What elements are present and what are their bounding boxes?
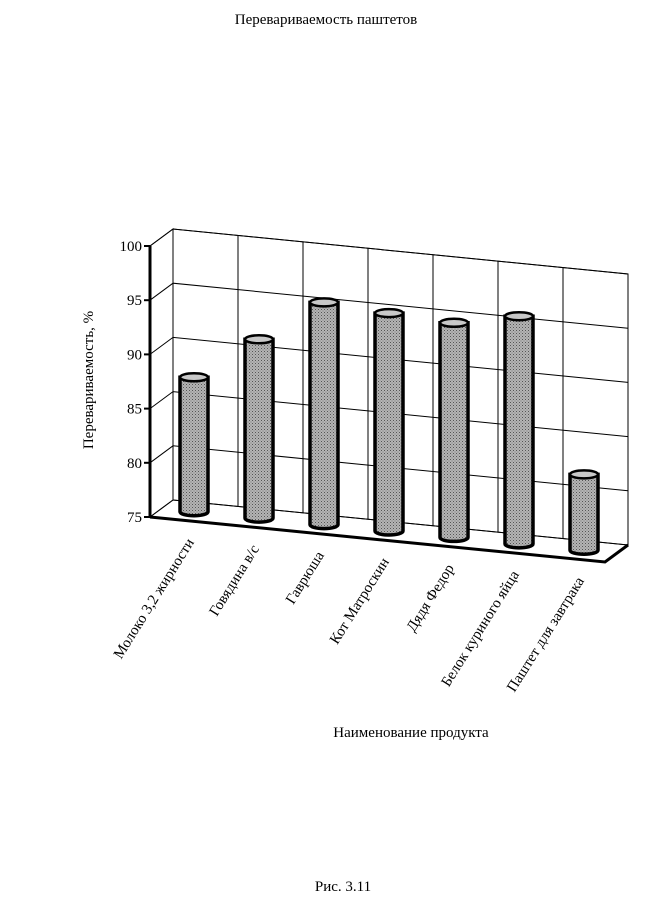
x-axis [149, 515, 629, 564]
bar [243, 334, 275, 524]
chart-title: Перевариваемость паштетов [235, 12, 417, 28]
bar [568, 469, 600, 557]
y-tick-label: 85 [127, 402, 142, 418]
bar [503, 310, 535, 550]
grid-line [149, 336, 629, 383]
bar [438, 317, 470, 544]
grid-line [149, 499, 629, 546]
y-tick-label: 80 [127, 456, 142, 472]
x-axis-label: Наименование продукта [333, 725, 489, 741]
grid-line [149, 228, 629, 275]
bar [178, 372, 210, 518]
x-tick-label: Белок куриного яйца [439, 568, 524, 690]
y-tick-label: 95 [127, 293, 142, 309]
y-axis-label: Перевариваемость, % [81, 311, 97, 449]
x-tick-label: Гаврюша [283, 548, 328, 607]
y-tick-label: 100 [120, 239, 143, 255]
grid-line [149, 282, 629, 329]
grid-line [149, 391, 629, 438]
x-tick-label: Говядина в/с [207, 542, 263, 619]
caption: Рис. 3.11 [315, 879, 371, 895]
x-tick-label: Кот Матроскин [327, 555, 393, 647]
grid-line [149, 445, 629, 492]
left-wall [149, 228, 174, 518]
bar [308, 297, 340, 531]
y-tick-label: 90 [127, 347, 142, 363]
y-tick-label: 75 [127, 510, 142, 526]
x-tick-label: Паштет для завтрака [504, 574, 588, 695]
x-tick-label: Дядя Федор [404, 562, 458, 635]
bar [373, 307, 405, 537]
x-tick-label: Молоко 3,2 жирности [111, 536, 198, 662]
